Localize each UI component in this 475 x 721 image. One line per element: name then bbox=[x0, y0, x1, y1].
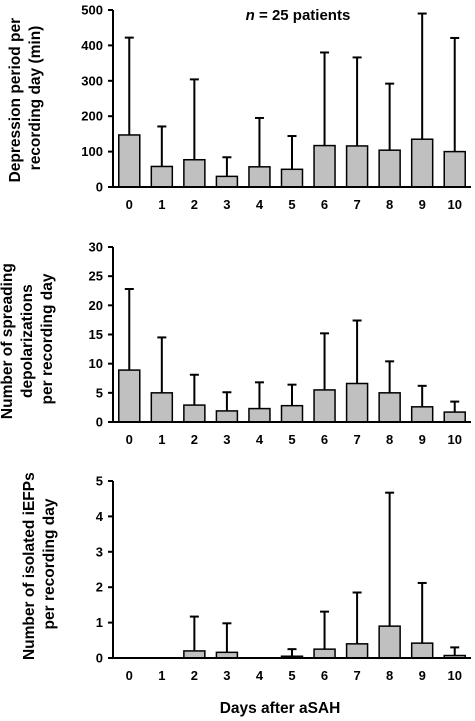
x-tick-label: 6 bbox=[321, 197, 328, 212]
y-tick-label: 1 bbox=[96, 615, 103, 630]
x-tick-label: 0 bbox=[126, 668, 133, 683]
x-tick-label: 7 bbox=[353, 432, 360, 447]
bar bbox=[215, 410, 239, 423]
bar bbox=[313, 389, 336, 423]
y-tick-label: 4 bbox=[96, 509, 104, 524]
bar bbox=[378, 625, 401, 659]
x-tick-label: 5 bbox=[288, 197, 295, 212]
ylabel-line: Depression period per bbox=[7, 18, 24, 183]
x-tick-label: 3 bbox=[223, 432, 230, 447]
x-tick-label: 3 bbox=[223, 668, 230, 683]
ylabel-line: Number of isolated iEFPs bbox=[21, 472, 38, 660]
bar bbox=[378, 392, 401, 423]
bar bbox=[118, 369, 141, 423]
x-tick-label: 8 bbox=[386, 197, 393, 212]
x-tick-label: 5 bbox=[288, 668, 295, 683]
y-tick-label: 0 bbox=[96, 415, 103, 430]
bar bbox=[443, 150, 466, 188]
x-tick-label: 2 bbox=[191, 668, 198, 683]
bar bbox=[313, 144, 336, 188]
bar bbox=[280, 404, 304, 423]
x-tick-label: 7 bbox=[353, 197, 360, 212]
x-tick-label: 1 bbox=[158, 668, 165, 683]
y-tick-label: 2 bbox=[96, 580, 103, 595]
bar bbox=[280, 168, 304, 188]
bar bbox=[345, 145, 369, 188]
y-tick-label: 30 bbox=[89, 240, 103, 255]
x-tick-label: 8 bbox=[386, 668, 393, 683]
bar bbox=[378, 149, 401, 188]
ylabel-line: recording day (min) bbox=[27, 26, 44, 171]
bar bbox=[118, 134, 141, 188]
y-tick-label: 0 bbox=[96, 180, 103, 195]
panel-depression-period: n = 25 patients Depression period per re… bbox=[7, 3, 471, 212]
bar bbox=[183, 158, 206, 188]
y-axis-label-panel-1: Depression period per recording day (min… bbox=[7, 14, 44, 183]
x-tick-label: 4 bbox=[256, 668, 264, 683]
bar bbox=[183, 404, 206, 423]
x-tick-label: 9 bbox=[419, 432, 426, 447]
annotation-n: n bbox=[246, 7, 255, 24]
y-tick-label: 300 bbox=[81, 73, 103, 88]
x-tick-label: 2 bbox=[191, 432, 198, 447]
x-tick-label: 9 bbox=[419, 668, 426, 683]
x-tick-label: 1 bbox=[158, 197, 165, 212]
x-tick-label: 8 bbox=[386, 432, 393, 447]
y-tick-label: 20 bbox=[89, 298, 103, 313]
panel-isolated-iefps: Number of isolated iEFPs per recording d… bbox=[21, 468, 471, 717]
bar bbox=[313, 648, 336, 659]
y-axis-label-panel-3: Number of isolated iEFPs per recording d… bbox=[21, 468, 58, 660]
bar bbox=[248, 166, 271, 188]
y-axis-label-panel-2: Number of spreading depolarizations per … bbox=[0, 259, 56, 419]
y-tick-label: 10 bbox=[89, 356, 103, 371]
x-tick-label: 7 bbox=[353, 668, 360, 683]
x-tick-label: 4 bbox=[256, 197, 264, 212]
bar bbox=[345, 382, 369, 423]
bar bbox=[150, 165, 174, 188]
x-tick-label: 1 bbox=[158, 432, 165, 447]
x-tick-label: 10 bbox=[447, 668, 461, 683]
ylabel-line: Number of spreading bbox=[0, 263, 16, 419]
x-tick-label: 3 bbox=[223, 197, 230, 212]
x-tick-label: 6 bbox=[321, 432, 328, 447]
bar bbox=[410, 642, 434, 659]
ylabel-line: per recording day bbox=[41, 498, 58, 629]
bar bbox=[443, 411, 466, 423]
bar bbox=[215, 175, 239, 188]
y-tick-label: 0 bbox=[96, 651, 103, 666]
y-tick-label: 100 bbox=[81, 144, 103, 159]
y-tick-label: 5 bbox=[96, 474, 103, 489]
x-tick-label: 5 bbox=[288, 432, 295, 447]
y-tick-label: 5 bbox=[96, 385, 103, 400]
bar bbox=[248, 407, 271, 423]
x-tick-label: 10 bbox=[447, 197, 461, 212]
y-tick-label: 500 bbox=[81, 3, 103, 18]
bar bbox=[410, 406, 434, 423]
x-tick-label: 4 bbox=[256, 432, 264, 447]
x-tick-label: 2 bbox=[191, 197, 198, 212]
x-tick-label: 10 bbox=[447, 432, 461, 447]
x-tick-label: 6 bbox=[321, 668, 328, 683]
annotation-suffix: = 25 patients bbox=[255, 7, 350, 24]
panel-spreading-depolarizations: Number of spreading depolarizations per … bbox=[0, 240, 471, 447]
bar bbox=[183, 650, 206, 659]
x-axis-label: Days after aSAH bbox=[220, 700, 341, 717]
y-tick-label: 3 bbox=[96, 544, 103, 559]
ylabel-line: per recording day bbox=[39, 273, 56, 404]
sample-size-annotation: n = 25 patients bbox=[246, 7, 351, 24]
x-tick-label: 0 bbox=[126, 197, 133, 212]
bar bbox=[150, 392, 174, 423]
y-tick-label: 400 bbox=[81, 38, 103, 53]
y-tick-label: 200 bbox=[81, 109, 103, 124]
x-tick-label: 0 bbox=[126, 432, 133, 447]
x-tick-label: 9 bbox=[419, 197, 426, 212]
bar bbox=[410, 138, 434, 188]
ylabel-line: depolarizations bbox=[19, 284, 36, 398]
y-tick-label: 15 bbox=[89, 327, 103, 342]
y-tick-label: 25 bbox=[89, 269, 103, 284]
bar bbox=[345, 643, 369, 659]
